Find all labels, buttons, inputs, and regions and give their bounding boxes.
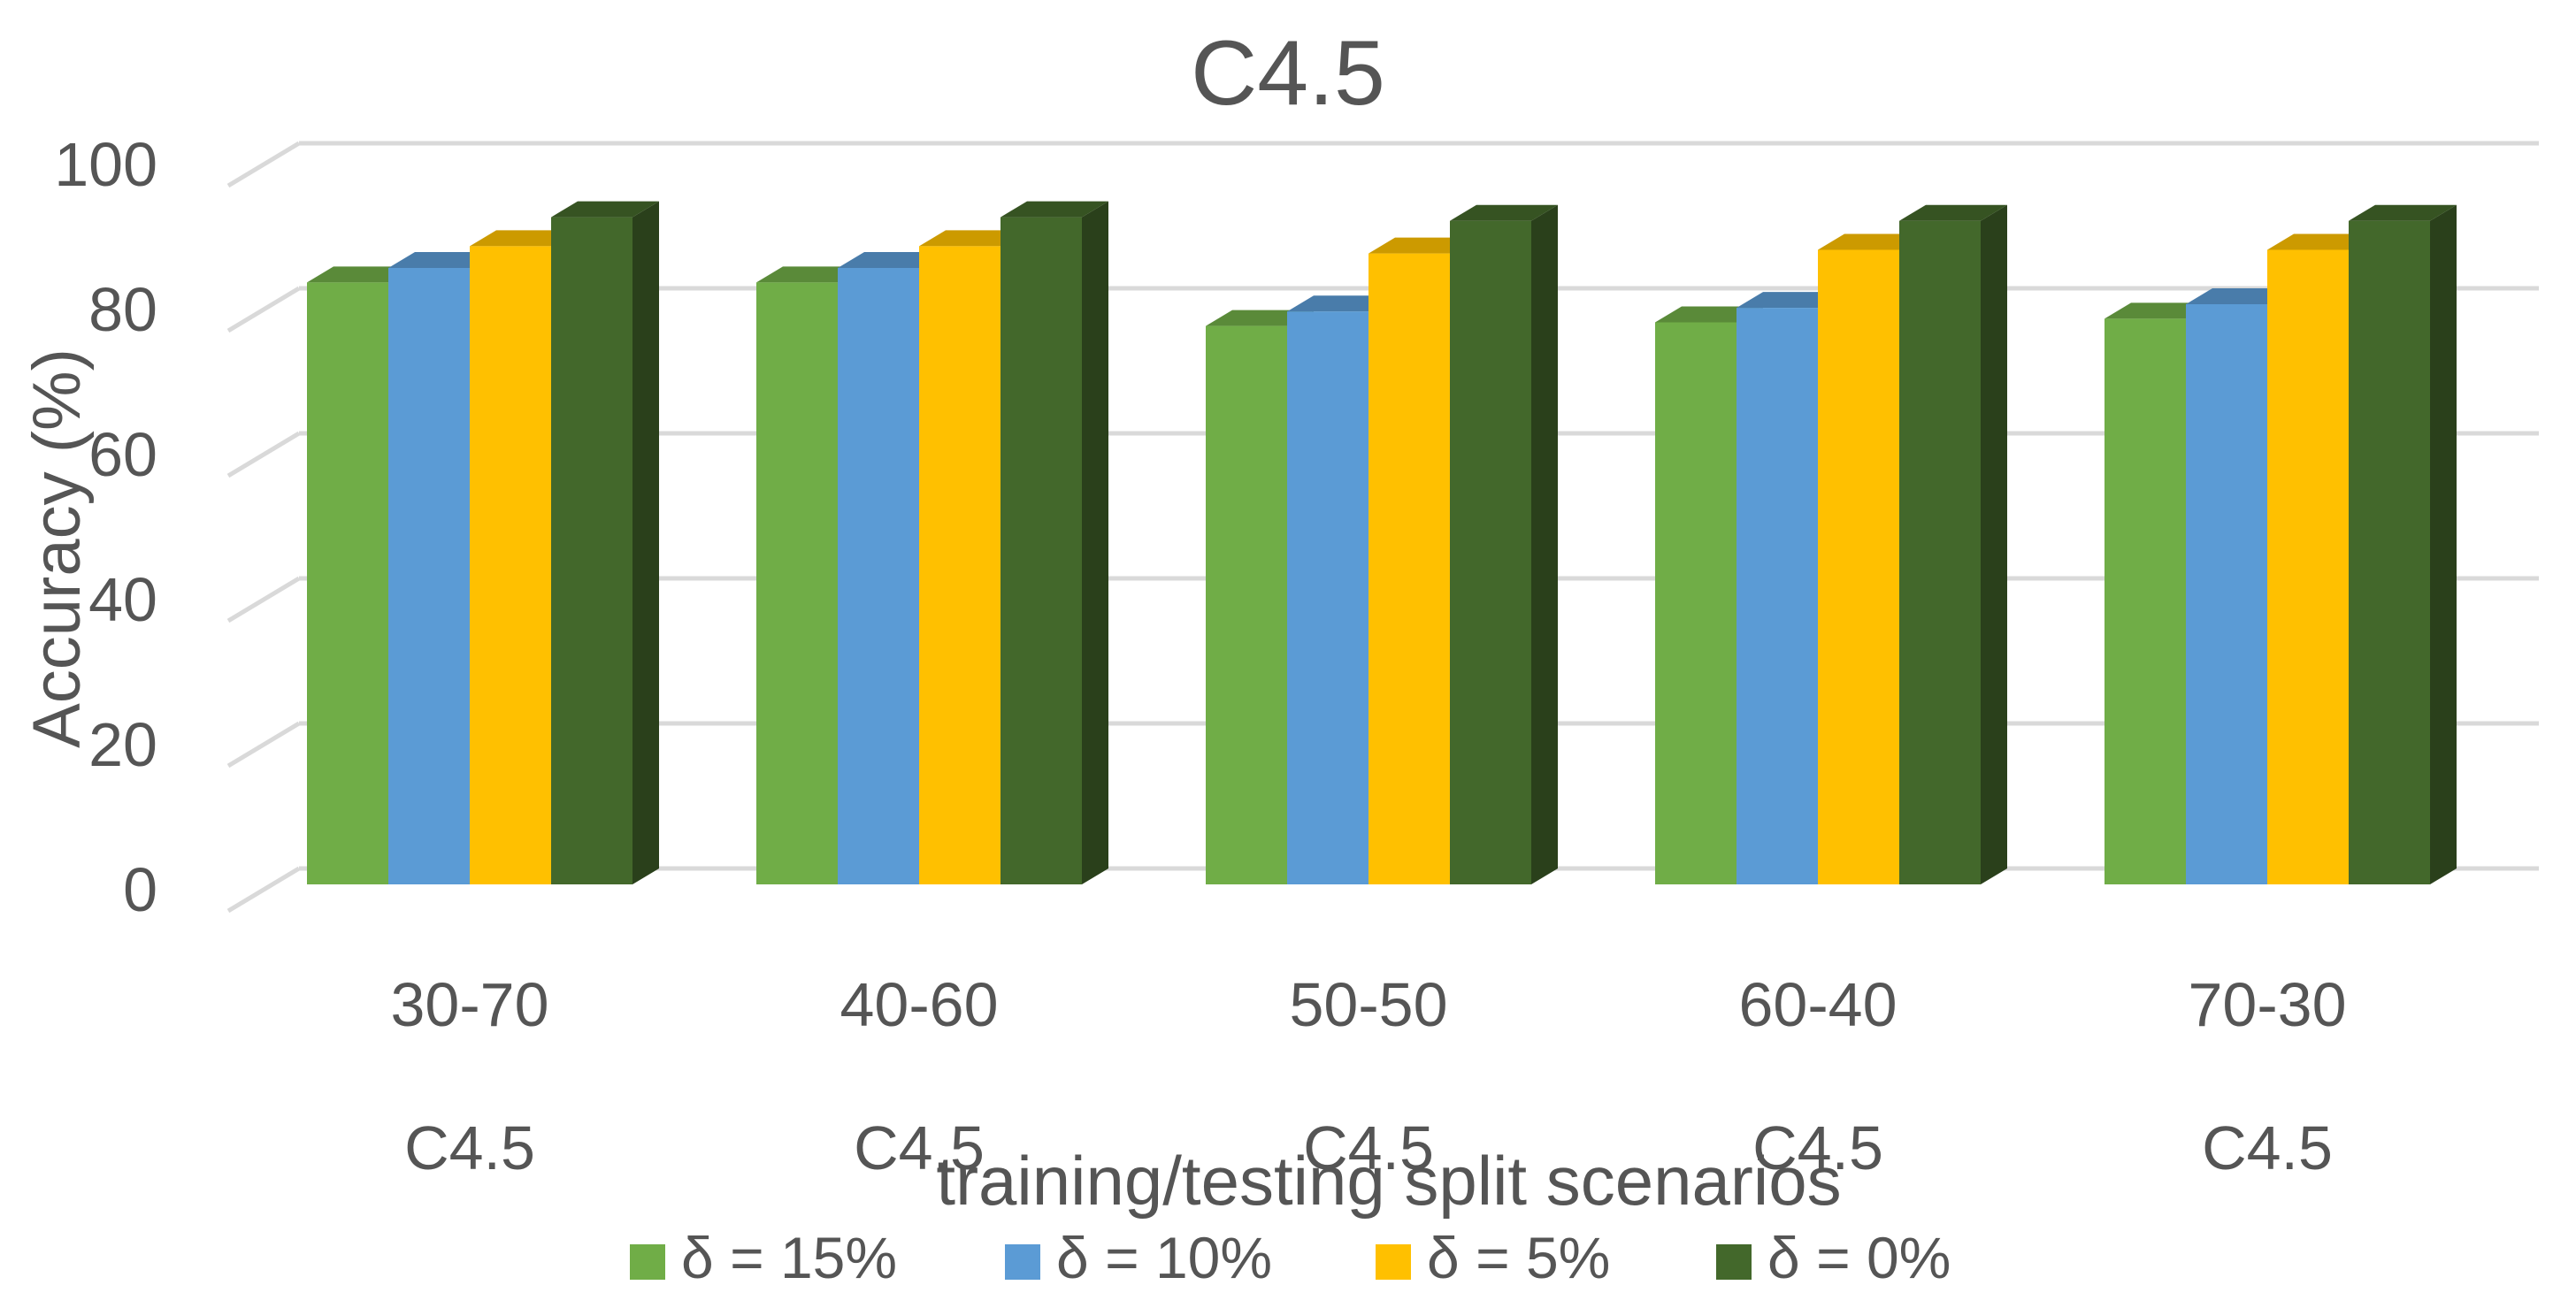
bar-top [1287, 295, 1395, 312]
x-tick-label: 30-70 [390, 970, 548, 1039]
bar-top [2349, 204, 2457, 221]
bar-top [307, 266, 415, 283]
bar [551, 201, 659, 885]
y-tick-label: 0 [123, 855, 157, 924]
bars [307, 201, 2457, 885]
legend-swatch [1376, 1244, 1411, 1280]
gridline-side [226, 141, 301, 188]
gridline-side [226, 286, 301, 333]
bar-front [2349, 220, 2430, 884]
bar-top [2104, 302, 2212, 319]
bar-front [1736, 308, 1818, 885]
legend-item: δ = 15% [630, 1225, 897, 1290]
bar-top [1655, 306, 1763, 323]
bar-top [1368, 237, 1476, 254]
y-tick-label: 20 [88, 710, 157, 779]
x-group-label: C4.5 [854, 1113, 985, 1182]
bar-top [756, 266, 864, 283]
bar-front [2267, 249, 2349, 884]
bar-top [838, 252, 946, 268]
y-tick-label: 60 [88, 420, 157, 489]
bar-top [1206, 310, 1314, 326]
chart-title: C4.5 [1191, 22, 1385, 125]
bar-front [1818, 249, 1899, 884]
bar-top [2267, 233, 2375, 250]
legend-swatch [1005, 1244, 1040, 1280]
gridline-side [226, 576, 301, 623]
bar-front [1655, 322, 1736, 884]
gridline-side [226, 721, 301, 769]
gridline-side [226, 866, 301, 914]
bar-front [2104, 318, 2186, 884]
x-group-label: C4.5 [2202, 1113, 2333, 1182]
legend-swatch [1716, 1244, 1752, 1280]
bar-top [1000, 201, 1108, 218]
y-axis-label: Accuracy (%) [19, 348, 95, 748]
y-axis-ticks: 0 20 40 60 80 100 [54, 130, 157, 924]
bar [1450, 204, 1558, 884]
bar-top [1450, 204, 1558, 221]
bar-top [551, 201, 659, 218]
x-tick-label: 70-30 [2188, 970, 2346, 1039]
bar-front [1000, 217, 1082, 885]
bar-side [632, 201, 659, 885]
legend-item: δ = 5% [1376, 1225, 1610, 1290]
legend-label: δ = 0% [1767, 1225, 1951, 1290]
bar-top [1899, 204, 2007, 221]
x-axis-label: training/testing split scenarios [936, 1142, 1841, 1220]
bar [1000, 201, 1108, 885]
bar-front [2186, 304, 2267, 884]
bar-top [388, 252, 496, 268]
bar-front [307, 282, 388, 884]
bar-front [1450, 220, 1531, 884]
x-group-label: C4.5 [1752, 1113, 1883, 1182]
bar-top [2186, 288, 2294, 304]
x-axis-ticks: 30-70 C4.5 40-60 C4.5 50-50 C4.5 60-40 C4.5 70-3… [390, 970, 2346, 1182]
bar-front [1287, 311, 1368, 884]
bar-front [1899, 220, 1981, 884]
bar-front [1368, 253, 1450, 885]
bar-front [470, 246, 551, 884]
y-tick-label: 40 [88, 565, 157, 634]
bar-side [1082, 201, 1108, 885]
y-tick-label: 80 [88, 275, 157, 344]
x-group-label: C4.5 [404, 1113, 535, 1182]
bar-side [2430, 204, 2457, 884]
bar-front [388, 268, 470, 884]
legend-label: δ = 15% [681, 1225, 897, 1290]
legend-swatch [630, 1244, 665, 1280]
legend-label: δ = 10% [1056, 1225, 1272, 1290]
bar-top [1818, 233, 1926, 250]
bar-front [838, 268, 919, 884]
y-tick-label: 100 [54, 130, 157, 199]
bar-top [470, 230, 578, 247]
bar-top [919, 230, 1027, 247]
bar-front [1206, 325, 1287, 885]
bar-front [551, 217, 632, 885]
legend: δ = 15% δ = 10% δ = 5% δ = 0% [630, 1225, 1951, 1290]
bar-front [919, 246, 1000, 884]
bar-front [756, 282, 838, 884]
bar-side [1981, 204, 2007, 884]
bar-top [1736, 292, 1844, 309]
x-tick-label: 50-50 [1289, 970, 1447, 1039]
bar [1899, 204, 2007, 884]
gridline-side [226, 431, 301, 478]
bar-side [1531, 204, 1558, 884]
x-tick-label: 60-40 [1738, 970, 1897, 1039]
bar [2349, 204, 2457, 884]
x-tick-label: 40-60 [840, 970, 998, 1039]
legend-item: δ = 0% [1716, 1225, 1951, 1290]
legend-item: δ = 10% [1005, 1225, 1272, 1290]
legend-label: δ = 5% [1427, 1225, 1610, 1290]
x-group-label: C4.5 [1303, 1113, 1434, 1182]
